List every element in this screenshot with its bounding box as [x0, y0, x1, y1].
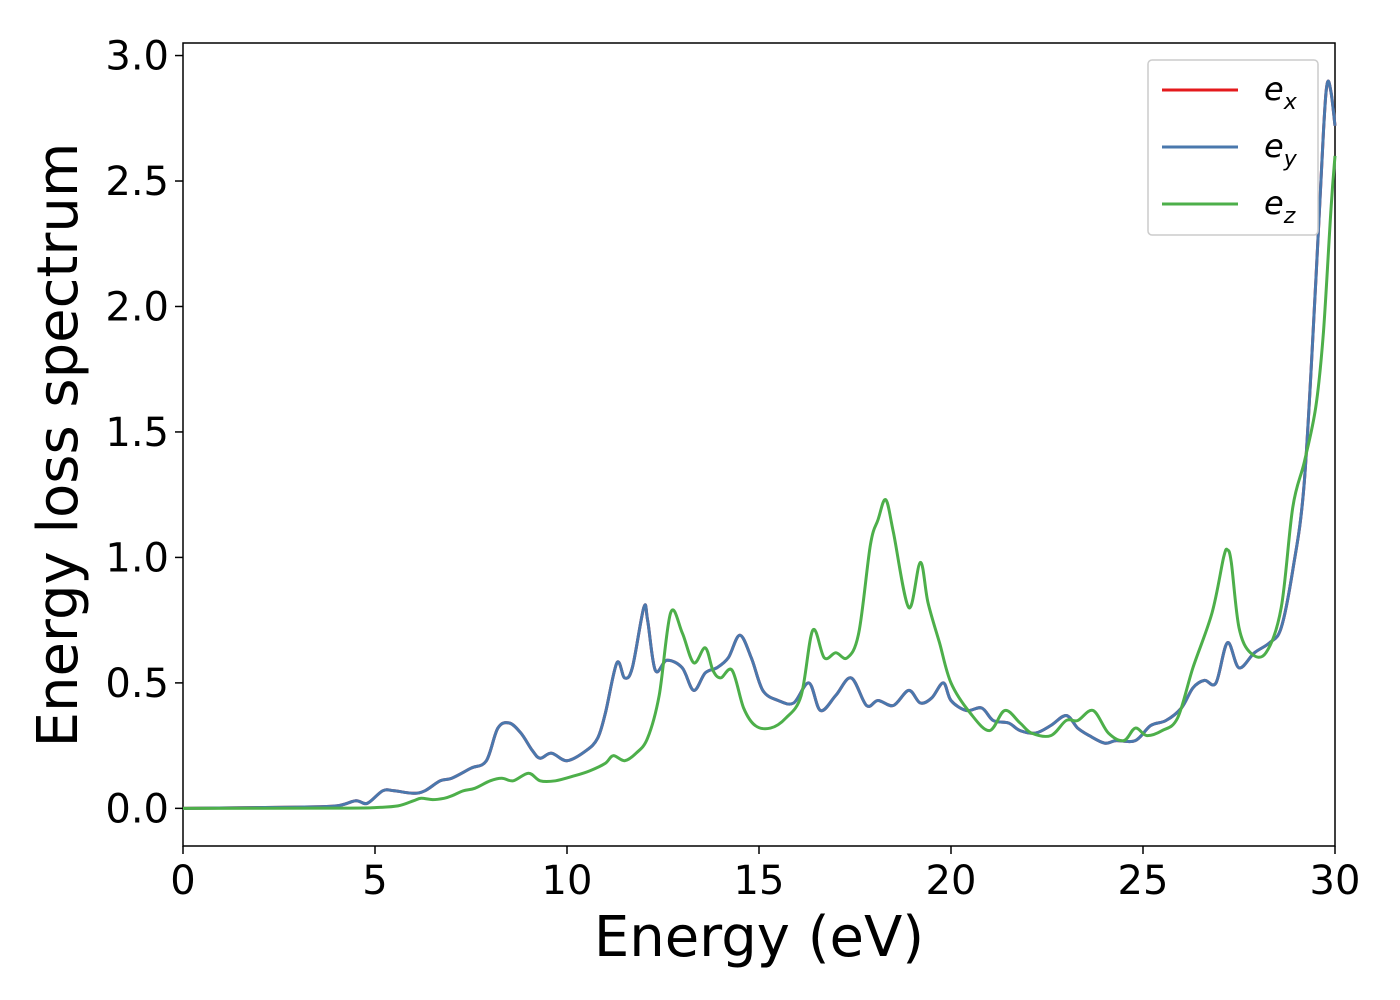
y-tick-label: 2.0 [105, 284, 169, 330]
series-line-ey [182, 79, 1337, 810]
plot-area [182, 42, 1336, 847]
x-tick-label: 30 [1310, 858, 1361, 904]
x-tick-label: 5 [362, 858, 387, 904]
y-axis-title: Energy loss spectrum [26, 143, 91, 748]
x-tick-label: 20 [926, 858, 977, 904]
x-tick-label: 0 [170, 858, 195, 904]
legend-label-ex: ex [1264, 70, 1298, 115]
y-tick-label: 0.0 [105, 786, 169, 832]
x-tick-label: 10 [542, 858, 593, 904]
y-tick-label: 1.5 [105, 410, 169, 456]
legend: ex ey ez [1147, 59, 1319, 236]
y-tick-label: 1.0 [105, 535, 169, 581]
y-tick-label: 2.5 [105, 159, 169, 205]
series-line-ez [182, 155, 1337, 810]
x-axis: 0 5 10 15 20 25 30 [170, 846, 1360, 904]
legend-label-ey: ey [1264, 127, 1298, 172]
y-tick-label: 3.0 [105, 34, 169, 80]
x-tick-label: 25 [1118, 858, 1169, 904]
series-layer [182, 79, 1337, 810]
x-axis-title: Energy (eV) [594, 905, 924, 970]
legend-label-ez: ez [1264, 184, 1296, 229]
y-axis: 0.0 0.5 1.0 1.5 2.0 2.5 3.0 [105, 34, 183, 832]
y-tick-label: 0.5 [105, 661, 169, 707]
x-tick-label: 15 [734, 858, 785, 904]
